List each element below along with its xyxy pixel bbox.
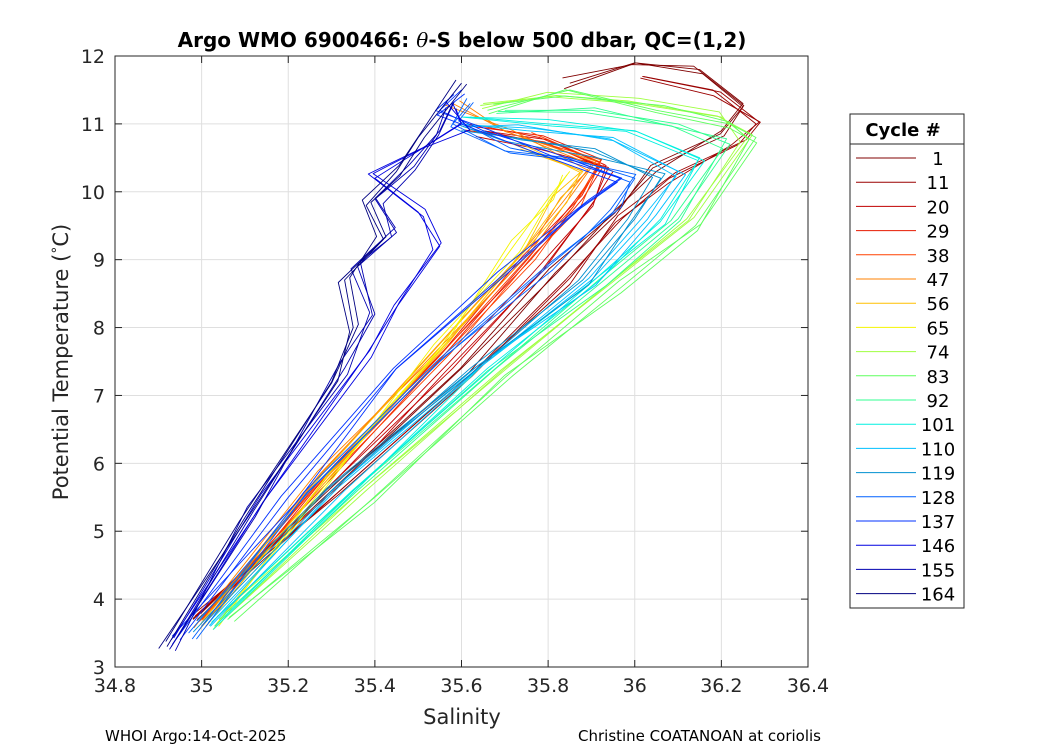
legend-box bbox=[849, 113, 965, 609]
x-axis-label: Salinity bbox=[423, 705, 501, 729]
x-tick-label: 36.2 bbox=[700, 675, 742, 697]
series-line-cycle-128 bbox=[191, 98, 631, 640]
series-line-cycle-128 bbox=[196, 102, 637, 640]
chart-title-suffix: -S below 500 dbar, QC=(1,2) bbox=[428, 28, 746, 52]
legend-label-164: 164 bbox=[921, 585, 955, 606]
x-tick-label: 35.6 bbox=[440, 675, 482, 697]
legend-label-101: 101 bbox=[921, 415, 955, 436]
y-tick-label: 5 bbox=[93, 521, 105, 543]
series-line-cycle-146 bbox=[173, 101, 471, 639]
legend-label-146: 146 bbox=[921, 536, 955, 557]
series-line-cycle-92 bbox=[218, 109, 731, 620]
series-line-cycle-164 bbox=[165, 79, 457, 642]
legend-label-29: 29 bbox=[927, 222, 950, 243]
legend-label-1: 1 bbox=[932, 149, 943, 170]
y-axis-label-unit: C) bbox=[49, 224, 73, 247]
legend-label-92: 92 bbox=[927, 391, 950, 412]
y-tick-label: 11 bbox=[81, 114, 105, 136]
legend-title: Cycle # bbox=[865, 120, 940, 141]
y-tick-label: 9 bbox=[93, 250, 105, 272]
series-line-cycle-101 bbox=[212, 116, 699, 630]
y-axis-label-degree: ° bbox=[50, 247, 66, 254]
series-line-cycle-101 bbox=[211, 116, 706, 623]
series-line-cycle-83 bbox=[228, 95, 750, 618]
chart-title-theta: θ bbox=[416, 28, 428, 52]
series-line-cycle-65 bbox=[214, 171, 571, 627]
legend-label-20: 20 bbox=[927, 197, 950, 218]
series-lines bbox=[158, 62, 761, 652]
series-line-cycle-74 bbox=[216, 94, 753, 618]
series-line-cycle-119 bbox=[192, 128, 654, 633]
legend-label-74: 74 bbox=[927, 343, 950, 364]
chart-title-prefix: Argo WMO 6900466: bbox=[178, 28, 417, 52]
series-line-cycle-110 bbox=[209, 123, 679, 627]
series-line-cycle-47 bbox=[193, 104, 589, 629]
legend-label-47: 47 bbox=[927, 270, 950, 291]
series-line-cycle-146 bbox=[179, 108, 462, 635]
y-axis-ticks: 3 4 5 6 7 8 9 10 11 12 bbox=[81, 46, 808, 679]
series-line-cycle-101 bbox=[214, 116, 701, 627]
series-line-cycle-164 bbox=[158, 83, 468, 649]
x-tick-label: 35.8 bbox=[527, 675, 569, 697]
legend-label-38: 38 bbox=[927, 246, 950, 267]
series-line-cycle-74 bbox=[222, 96, 748, 620]
y-tick-label: 6 bbox=[93, 453, 105, 475]
series-line-cycle-137 bbox=[171, 93, 618, 637]
x-tick-label: 34.8 bbox=[94, 675, 136, 697]
series-line-cycle-92 bbox=[212, 110, 724, 622]
series-line-cycle-65 bbox=[218, 174, 564, 627]
x-tick-label: 35.2 bbox=[267, 675, 309, 697]
legend: Cycle # 11120293847566574839210111011912… bbox=[849, 113, 965, 609]
y-axis-label: Potential Temperature (°C) bbox=[49, 224, 73, 500]
legend-label-128: 128 bbox=[921, 488, 955, 509]
y-tick-label: 10 bbox=[81, 182, 105, 204]
series-line-cycle-38 bbox=[198, 137, 602, 622]
y-tick-label: 4 bbox=[93, 589, 105, 611]
x-axis-ticks: 34.8 35 35.2 35.4 35.6 35.8 36 36.2 36.4 bbox=[94, 56, 829, 697]
series-line-cycle-164 bbox=[166, 82, 462, 647]
x-tick-label: 35.4 bbox=[354, 675, 396, 697]
x-tick-label: 36 bbox=[623, 675, 647, 697]
y-tick-label: 12 bbox=[81, 46, 105, 68]
x-tick-label: 36.4 bbox=[787, 675, 829, 697]
series-line-cycle-83 bbox=[234, 89, 758, 622]
y-tick-label: 7 bbox=[93, 385, 105, 407]
y-tick-label: 8 bbox=[93, 318, 105, 340]
legend-label-65: 65 bbox=[927, 318, 950, 339]
series-line-cycle-11 bbox=[195, 77, 761, 616]
legend-label-110: 110 bbox=[921, 439, 955, 460]
legend-label-56: 56 bbox=[927, 294, 950, 315]
series-line-cycle-155 bbox=[169, 101, 455, 650]
legend-label-83: 83 bbox=[927, 367, 950, 388]
x-tick-label: 35 bbox=[190, 675, 214, 697]
y-axis-label-text: Potential Temperature ( bbox=[49, 254, 73, 501]
footer-left: WHOI Argo:14-Oct-2025 bbox=[105, 727, 286, 745]
legend-label-119: 119 bbox=[921, 464, 955, 485]
series-line-cycle-1 bbox=[192, 62, 744, 620]
legend-entries: 1112029384756657483921011101191281371461… bbox=[856, 149, 955, 606]
y-tick-label: 3 bbox=[93, 657, 105, 679]
footer-right: Christine COATANOAN at coriolis bbox=[578, 727, 821, 745]
legend-label-155: 155 bbox=[921, 560, 955, 581]
chart-title: Argo WMO 6900466: θ-S below 500 dbar, QC… bbox=[178, 28, 747, 52]
series-line-cycle-110 bbox=[207, 124, 677, 624]
legend-label-11: 11 bbox=[927, 173, 950, 194]
series-line-cycle-137 bbox=[172, 94, 621, 645]
series-line-cycle-47 bbox=[202, 100, 597, 621]
legend-label-137: 137 bbox=[921, 512, 955, 533]
